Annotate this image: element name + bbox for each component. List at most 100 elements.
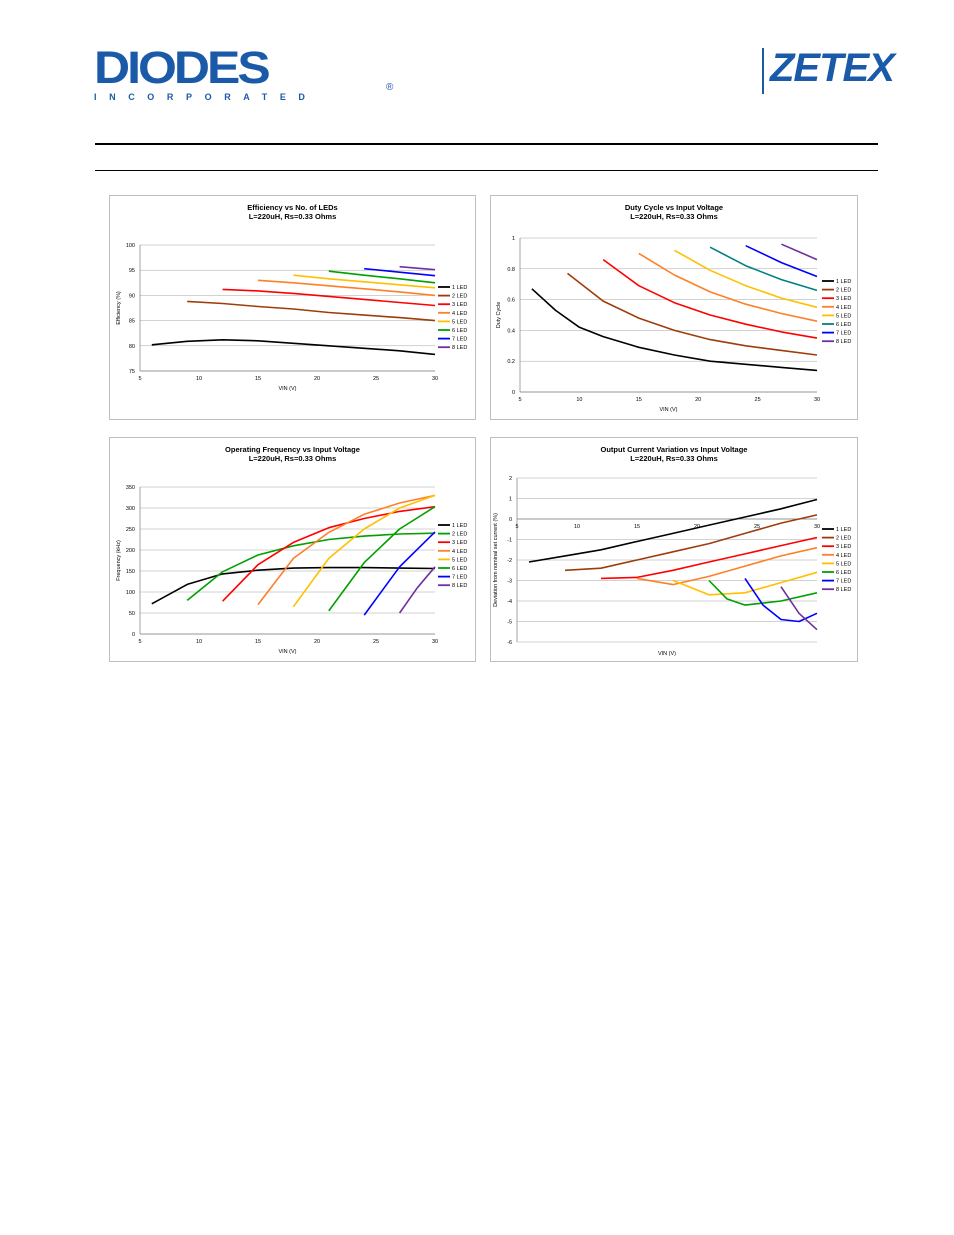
y-tick-label: 0.8 [507, 267, 515, 273]
series-line-7 [744, 577, 818, 623]
y-tick-label: 1 [509, 497, 512, 503]
series-line-2 [187, 300, 436, 322]
legend-entry: 4 LED [452, 311, 467, 317]
y-tick-label: -6 [507, 640, 512, 646]
chart-subtitle: L=220uH, Rs=0.33 Ohms [249, 454, 337, 463]
series-line-6 [328, 270, 436, 284]
x-tick-label: 25 [373, 639, 379, 645]
diodes-logo-subtext: INCORPORATED [94, 92, 318, 102]
series-line-5 [672, 571, 818, 596]
y-tick-label: 80 [129, 344, 135, 350]
x-tick-label: 5 [515, 524, 518, 530]
header-rule-top [95, 143, 878, 145]
legend-entry: 5 LED [452, 557, 467, 563]
y-tick-label: 0.4 [507, 328, 515, 334]
legend-entry: 8 LED [452, 345, 467, 351]
x-tick-label: 20 [314, 376, 320, 382]
x-axis-label: VIN (V) [278, 649, 296, 655]
y-axis-label: Frequency (kHz) [116, 540, 122, 581]
series-line-4 [638, 252, 818, 322]
x-tick-label: 5 [518, 397, 521, 403]
legend-entry: 2 LED [452, 532, 467, 538]
legend-entry: 2 LED [836, 288, 851, 294]
diodes-logo-text: DIODES [94, 42, 271, 93]
x-axis-label: VIN (V) [658, 651, 676, 657]
series-line-8 [398, 566, 436, 614]
y-tick-label: 0 [509, 517, 512, 523]
series-line-2 [186, 532, 436, 602]
legend-entry: 7 LED [836, 331, 851, 337]
legend-entry: 6 LED [836, 570, 851, 576]
legend-entry: 1 LED [836, 527, 851, 533]
chart-subtitle: L=220uH, Rs=0.33 Ohms [630, 454, 718, 463]
series-line-1 [531, 288, 818, 372]
series-line-3 [600, 536, 818, 580]
legend-entry: 5 LED [836, 313, 851, 319]
legend-entry: 5 LED [452, 319, 467, 325]
chart-title: Operating Frequency vs Input Voltage [225, 445, 360, 454]
series-line-1 [151, 339, 436, 356]
legend-entry: 1 LED [452, 285, 467, 291]
y-tick-label: -2 [507, 558, 512, 564]
chart-duty-cycle: Duty Cycle vs Input Voltage L=220uH, Rs=0… [490, 195, 858, 420]
series-line-4 [636, 546, 818, 586]
y-tick-label: 150 [126, 569, 135, 575]
series-line-1 [528, 498, 818, 563]
legend-entry: 8 LED [836, 339, 851, 345]
y-tick-label: 75 [129, 369, 135, 375]
x-tick-label: 25 [754, 524, 760, 530]
y-tick-label: 250 [126, 527, 135, 533]
legend-entry: 4 LED [836, 553, 851, 559]
y-tick-label: -1 [507, 538, 512, 544]
y-tick-label: 100 [126, 243, 135, 249]
legend-entry: 2 LED [452, 294, 467, 300]
x-tick-label: 5 [138, 376, 141, 382]
x-tick-label: 30 [814, 524, 820, 530]
chart-title: Duty Cycle vs Input Voltage [625, 203, 723, 212]
y-tick-label: 90 [129, 293, 135, 299]
series-line-6 [708, 579, 818, 606]
series-line-8 [399, 265, 436, 271]
chart-efficiency: Efficiency vs No. of LEDs L=220uH, Rs=0.3… [109, 195, 476, 420]
series-line-1 [151, 566, 436, 605]
x-tick-label: 20 [695, 397, 701, 403]
series-line-8 [781, 243, 818, 261]
chart-title: Efficiency vs No. of LEDs [247, 203, 337, 212]
series-line-7 [363, 531, 436, 616]
y-tick-label: 2 [509, 476, 512, 482]
legend-entry: 3 LED [452, 302, 467, 308]
legend-entry: 6 LED [452, 566, 467, 572]
legend-entry: 3 LED [836, 296, 851, 302]
chart-subtitle: L=220uH, Rs=0.33 Ohms [249, 212, 337, 221]
legend-entry: 3 LED [452, 540, 467, 546]
series-line-3 [602, 258, 818, 339]
legend-entry: 3 LED [836, 544, 851, 550]
y-tick-label: 0.6 [507, 298, 515, 304]
y-axis-label: Deviation from nominal set current (%) [493, 513, 499, 607]
series-line-5 [674, 249, 818, 309]
x-tick-label: 25 [373, 376, 379, 382]
legend-entry: 7 LED [836, 579, 851, 585]
x-tick-label: 10 [196, 639, 202, 645]
x-tick-label: 30 [432, 376, 438, 382]
legend-entry: 7 LED [452, 575, 467, 581]
legend-entry: 6 LED [836, 322, 851, 328]
x-tick-label: 15 [255, 639, 261, 645]
series-line-2 [567, 272, 818, 356]
y-tick-label: 50 [129, 611, 135, 617]
series-line-7 [745, 244, 818, 278]
x-tick-label: 20 [694, 524, 700, 530]
chart-subtitle: L=220uH, Rs=0.33 Ohms [630, 212, 718, 221]
chart-current-variation-svg: Output Current Variation vs Input Voltag… [493, 445, 851, 657]
y-tick-label: 200 [126, 548, 135, 554]
y-tick-label: 300 [126, 506, 135, 512]
y-tick-label: 0 [512, 390, 515, 396]
series-line-7 [364, 267, 436, 277]
chart-title: Output Current Variation vs Input Voltag… [601, 445, 748, 454]
legend-entry: 1 LED [836, 279, 851, 285]
header-rule-bottom [95, 170, 878, 171]
legend-entry: 2 LED [836, 536, 851, 542]
series-line-6 [328, 506, 436, 612]
registered-mark: ® [386, 82, 394, 93]
